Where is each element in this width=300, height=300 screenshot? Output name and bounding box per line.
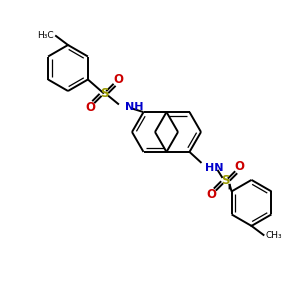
Text: NH: NH bbox=[125, 103, 143, 112]
Text: S: S bbox=[100, 87, 108, 100]
Text: H₃C: H₃C bbox=[38, 31, 54, 40]
Text: HN: HN bbox=[206, 163, 224, 173]
Text: O: O bbox=[113, 73, 123, 86]
Text: O: O bbox=[206, 188, 217, 201]
Text: O: O bbox=[235, 160, 244, 173]
Text: CH₃: CH₃ bbox=[266, 231, 282, 240]
Text: S: S bbox=[221, 174, 230, 188]
Text: O: O bbox=[85, 101, 95, 114]
